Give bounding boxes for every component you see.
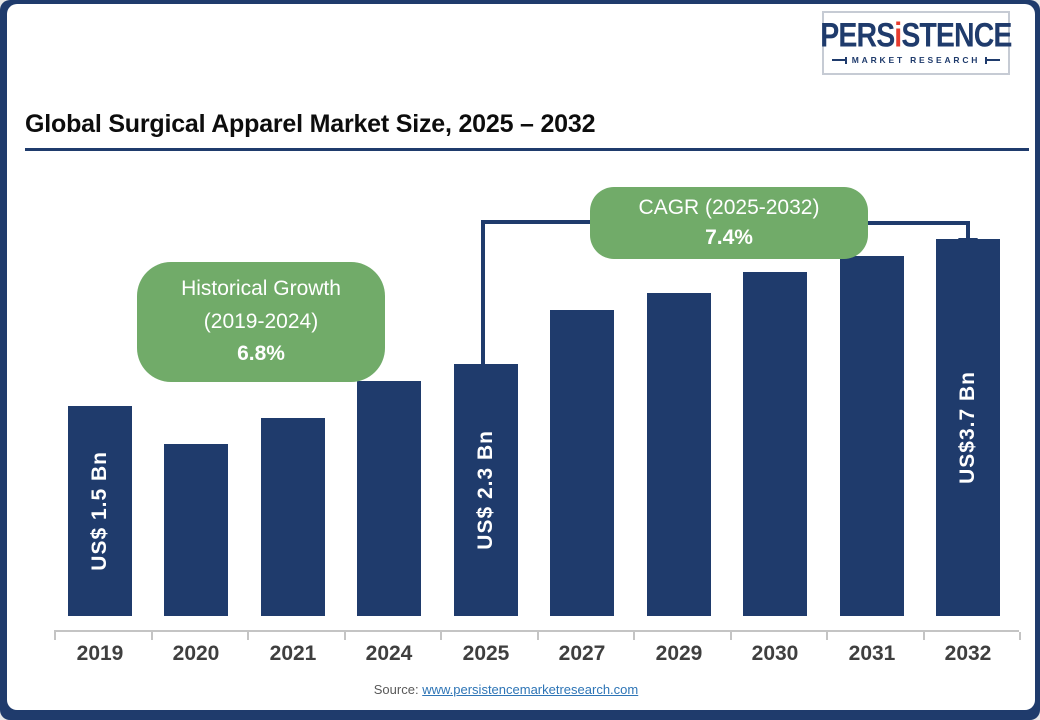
logo-text-post: STENCE (901, 14, 1012, 55)
x-axis-label-2024: 2024 (365, 642, 413, 665)
historical-growth-line2: (2019-2024) (203, 309, 319, 333)
connector-line-right-horizontal (857, 221, 970, 225)
x-axis-label-2019: 2019 (76, 642, 124, 665)
source-link[interactable]: www.persistencemarketresearch.com (422, 682, 639, 697)
x-axis-tick (923, 632, 925, 640)
logo-tick-left (845, 56, 847, 64)
historical-growth-value: 6.8% (237, 342, 285, 366)
x-axis-line (54, 630, 1019, 632)
bar-2031 (840, 256, 904, 616)
bar-value-label-2019: US$ 1.5 Bn (88, 451, 111, 571)
bar-2032: US$3.7 Bn (936, 239, 1000, 616)
x-axis-tick (54, 632, 56, 640)
logo-rule-right (986, 59, 1001, 61)
persistence-logo: PERSiSTENCE MARKET RESEARCH (820, 11, 1013, 75)
logo-red-i: i (894, 14, 902, 55)
x-axis-tick (440, 632, 442, 640)
bar-2024 (357, 381, 421, 616)
x-axis-tick (730, 632, 732, 640)
bar-2025: US$ 2.3 Bn (454, 364, 518, 616)
logo-rule-left (832, 59, 846, 61)
bar-2020 (164, 444, 228, 616)
bar-2030 (743, 272, 807, 616)
logo-subtitle: MARKET RESEARCH (851, 55, 981, 65)
bar-value-label-2025: US$ 2.3 Bn (474, 430, 497, 550)
x-axis-tick (151, 632, 153, 640)
x-axis-label-2021: 2021 (269, 642, 317, 665)
x-axis-label-2025: 2025 (462, 642, 510, 665)
connector-line-2032-vertical (966, 221, 970, 240)
x-axis-label-2032: 2032 (944, 642, 992, 665)
x-axis-label-2031: 2031 (848, 642, 896, 665)
x-axis-tick (537, 632, 539, 640)
cagr-value: 7.4% (705, 226, 753, 249)
x-axis-label-2029: 2029 (655, 642, 703, 665)
x-axis-tick (344, 632, 346, 640)
x-axis-tick (247, 632, 249, 640)
cagr-line1: CAGR (2025-2032) (638, 195, 820, 219)
page-title: Global Surgical Apparel Market Size, 202… (25, 110, 596, 138)
logo-wordmark: PERSiSTENCE (820, 14, 1012, 55)
logo-tick-right (985, 56, 987, 64)
bar-2029 (647, 293, 711, 616)
cagr-callout: CAGR (2025-2032) 7.4% (590, 187, 868, 259)
bar-2027 (550, 310, 614, 616)
historical-growth-callout: Historical Growth (2019-2024) 6.8% (137, 262, 385, 382)
x-axis-tick (633, 632, 635, 640)
chart-canvas: PERSiSTENCE MARKET RESEARCH Global Surgi… (7, 4, 1035, 710)
x-axis-tick (1019, 632, 1021, 640)
bar-value-label-2032: US$3.7 Bn (956, 371, 979, 484)
bar-2019: US$ 1.5 Bn (68, 406, 132, 616)
source-label: Source: (373, 682, 419, 697)
x-axis-label-2030: 2030 (751, 642, 799, 665)
x-axis-label-2027: 2027 (558, 642, 606, 665)
logo-subtitle-row: MARKET RESEARCH (832, 55, 1001, 65)
title-underline (25, 148, 1029, 151)
connector-line-2025-vertical (481, 220, 485, 378)
source-row: Source: www.persistencemarketresearch.co… (7, 682, 1005, 697)
x-axis-label-2020: 2020 (172, 642, 220, 665)
historical-growth-line1: Historical Growth (181, 277, 341, 301)
x-axis-tick (826, 632, 828, 640)
bar-2021 (261, 418, 325, 616)
connector-line-left-horizontal (481, 220, 611, 224)
logo-text-pre: PERS (820, 14, 895, 55)
